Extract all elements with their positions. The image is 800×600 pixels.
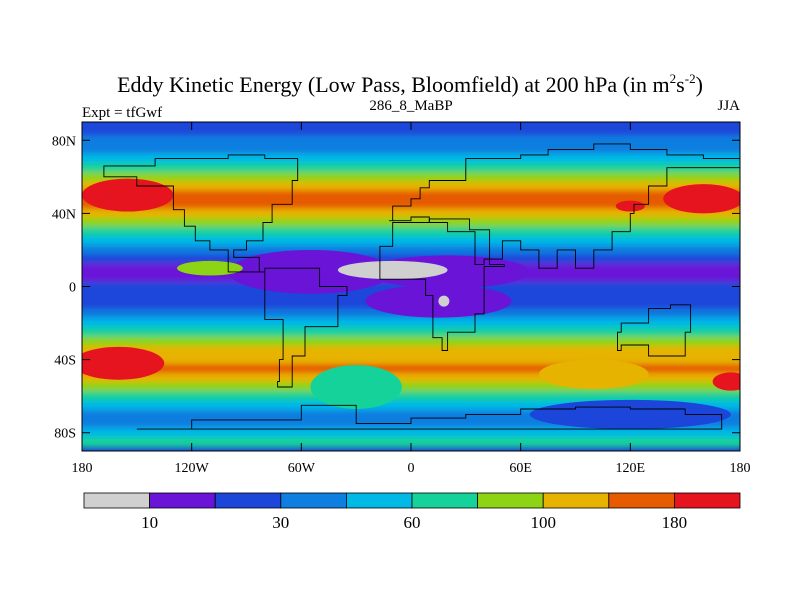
center-label: 286_8_MaBP — [369, 98, 452, 114]
contour-band — [82, 172, 740, 183]
contour-band — [82, 345, 740, 357]
contour-band — [82, 318, 740, 329]
colorbar-swatch — [214, 492, 282, 509]
colorbar-swatch — [542, 492, 610, 509]
colorbar-label: 100 — [530, 513, 556, 532]
colorbar-label: 180 — [662, 513, 688, 532]
colorbar-swatch — [83, 492, 150, 509]
colorbar-swatch — [149, 492, 216, 509]
coastline — [103, 154, 299, 273]
contour-anomaly — [177, 260, 243, 276]
colorbar-swatch — [280, 492, 347, 509]
x-tick-label: 60W — [288, 461, 316, 476]
coastline — [379, 218, 505, 351]
y-tick-label: 80N — [52, 134, 76, 149]
contour-band — [82, 190, 740, 201]
contour-band — [82, 181, 740, 192]
contour-band — [82, 162, 740, 174]
coastlines — [103, 143, 740, 430]
y-tick-label: 0 — [69, 281, 76, 296]
contour-band — [82, 327, 740, 338]
contour-band — [82, 373, 740, 384]
contour-anomaly — [82, 178, 174, 212]
contour-band — [82, 208, 740, 220]
contour-band — [82, 418, 740, 430]
contour-band — [82, 437, 740, 448]
x-tick-label: 0 — [408, 461, 415, 476]
x-tick-label: 60E — [509, 461, 532, 476]
coastline — [136, 404, 723, 430]
right-label: JJA — [717, 98, 740, 114]
contour-band — [82, 354, 740, 366]
contour-anomaly — [615, 200, 645, 212]
contour-anomaly — [228, 249, 393, 294]
contour-band — [82, 382, 740, 393]
contour-band — [82, 336, 740, 348]
contour-band — [82, 217, 740, 229]
contour-band — [82, 400, 740, 412]
coastline — [617, 304, 692, 357]
left-label: Expt = tfGwf — [82, 105, 162, 121]
contour-band — [82, 245, 740, 256]
colorbar-label: 60 — [404, 513, 421, 532]
colorbar-label: 30 — [272, 513, 289, 532]
contour-band — [82, 126, 740, 137]
contour-anomaly — [310, 365, 402, 409]
colorbar-swatch — [674, 492, 741, 509]
contour-band — [82, 391, 740, 402]
x-tick-label: 120W — [175, 461, 210, 476]
colorbar-swatch — [477, 492, 544, 509]
contour-anomalies — [82, 178, 740, 430]
contour-anomaly — [438, 295, 450, 307]
y-axis-ticks: 80N 40N 0 40S 80S — [52, 134, 740, 442]
x-tick-label: 120E — [616, 461, 646, 476]
contour-anomaly — [663, 184, 740, 214]
contour-bands — [82, 126, 740, 448]
contour-band — [82, 236, 740, 247]
contour-anomaly — [365, 284, 512, 318]
contour-band — [82, 135, 740, 147]
colorbar-swatch — [411, 492, 478, 509]
contour-anomaly — [538, 359, 649, 389]
colorbar: 10 30 60 100 180 — [83, 492, 741, 532]
plot-area — [82, 122, 740, 451]
colorbar-label: 10 — [141, 513, 158, 532]
contour-band — [82, 144, 740, 156]
y-tick-label: 40N — [52, 207, 76, 222]
x-tick-label: 180 — [730, 461, 751, 476]
coastline — [389, 143, 740, 269]
contour-band — [82, 427, 740, 439]
contour-anomaly — [82, 346, 165, 380]
contour-band — [82, 226, 740, 238]
x-axis-ticks: 180 120W 60W 0 60E 120E 180 — [72, 122, 751, 476]
contour-band — [82, 153, 740, 165]
contour-band — [82, 363, 740, 375]
x-tick-label: 180 — [72, 461, 93, 476]
y-tick-label: 80S — [54, 427, 76, 442]
colorbar-swatch — [608, 492, 675, 509]
colorbar-swatch — [345, 492, 413, 509]
y-tick-label: 40S — [54, 354, 76, 369]
coastline — [264, 267, 348, 388]
contour-anomaly — [712, 372, 740, 391]
contour-anomaly — [337, 260, 448, 280]
chart-title: Eddy Kinetic Energy (Low Pass, Bloomfiel… — [117, 71, 703, 97]
contour-band — [82, 409, 740, 421]
